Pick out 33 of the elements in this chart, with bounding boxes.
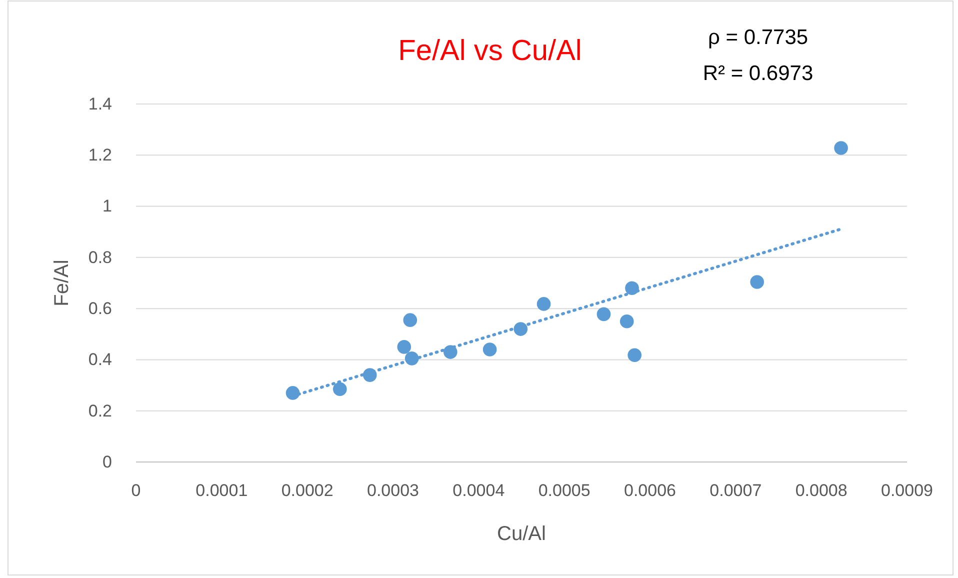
text: R² = 0.6973	[702, 62, 814, 85]
y-tick-label: 0.4	[88, 350, 112, 370]
point	[628, 348, 642, 362]
point	[750, 275, 764, 289]
x-tick-label: 0.0002	[281, 481, 334, 500]
y-tick-label: 1.2	[88, 146, 112, 165]
x-tick-label: 0.0008	[795, 481, 848, 500]
y-tick-label: 0.8	[88, 248, 112, 267]
x-axis-title: Cu/Al	[497, 523, 546, 545]
y-tick-label: 0.2	[88, 401, 112, 420]
point	[596, 307, 611, 322]
y-tick-label: 0	[102, 452, 112, 472]
chart-title: Fe/Al vs Cu/Al	[398, 35, 582, 67]
y-tick-label: 1	[102, 196, 112, 216]
point	[397, 340, 412, 354]
x-tick-label: 0.0004	[452, 481, 505, 500]
point	[536, 297, 551, 311]
x-tick-label: 0	[131, 481, 141, 500]
y-axis-title: Fe/Al	[51, 260, 73, 306]
point	[482, 342, 497, 356]
x-tick-label: 0.0009	[881, 481, 933, 500]
x-tick-label: 0.0007	[710, 481, 762, 500]
y-tick-label: 1.4	[88, 94, 112, 114]
x-tick-label: 0.0005	[538, 481, 590, 500]
x-tick-label: 0.0003	[367, 481, 419, 500]
point	[620, 314, 634, 328]
text: ρ = 0.7735	[708, 26, 808, 49]
point	[834, 141, 848, 155]
point	[332, 382, 347, 396]
x-tick-label: 0.0006	[624, 481, 676, 500]
y-tick-label: 0.6	[88, 299, 112, 318]
point	[403, 313, 418, 327]
x-tick-label: 0.0001	[196, 481, 248, 500]
